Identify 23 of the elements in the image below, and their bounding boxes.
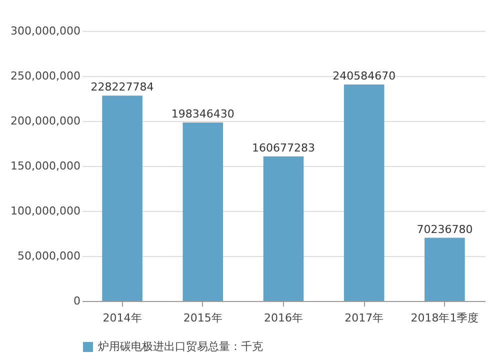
data-label: 160677283 <box>252 141 315 154</box>
y-tick-label: 0 <box>74 294 80 308</box>
y-tick-label: 250,000,000 <box>10 70 80 82</box>
bar <box>344 84 384 301</box>
x-tick-label: 2018年1季度 <box>410 312 479 324</box>
y-tick-label: 200,000,000 <box>10 114 80 128</box>
x-tick-label: 2017年 <box>344 312 384 324</box>
y-tick-label: 50,000,000 <box>18 250 80 262</box>
bar <box>424 238 465 301</box>
legend-label: 炉用碳电极进出口贸易总量：千克 <box>98 340 263 353</box>
bar <box>182 122 224 301</box>
data-label: 228227784 <box>90 80 154 94</box>
bar <box>102 96 142 301</box>
x-tick-label: 2016年 <box>264 312 303 324</box>
x-tick-label: 2014年 <box>102 312 142 324</box>
data-label: 70236780 <box>416 222 473 236</box>
y-tick-label: 100,000,000 <box>10 204 80 218</box>
bar <box>263 156 304 301</box>
y-tick-label: 150,000,000 <box>10 160 80 172</box>
x-tick-label: 2015年 <box>183 312 222 324</box>
data-label: 240584670 <box>332 69 396 82</box>
data-label: 198346430 <box>171 107 234 120</box>
y-tick-label: 300,000,000 <box>10 24 80 38</box>
